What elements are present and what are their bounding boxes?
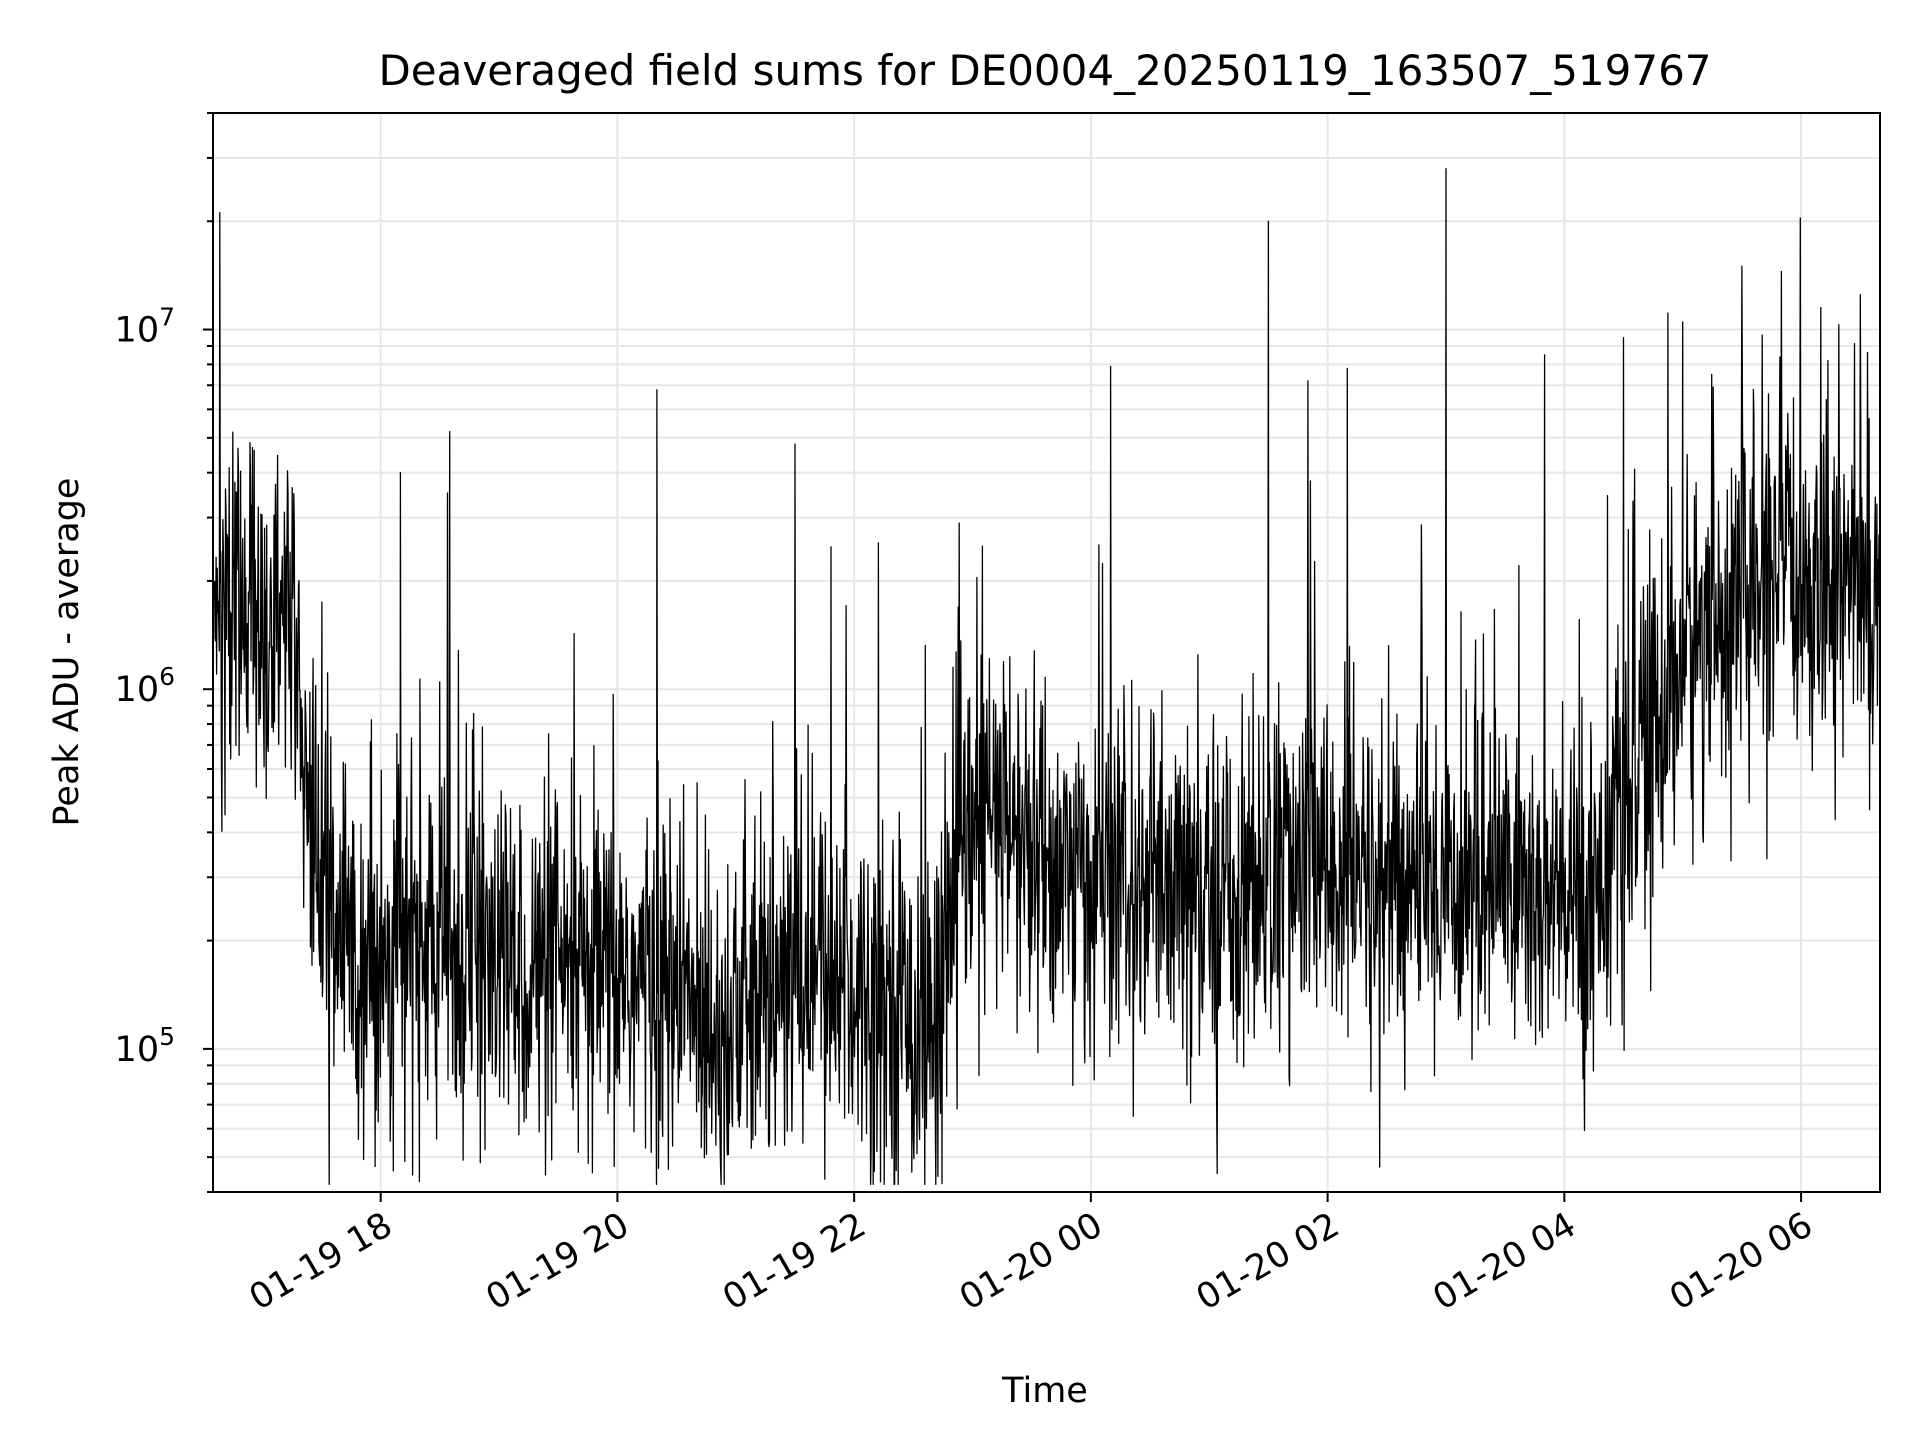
y-tick-base: 10 (115, 670, 160, 710)
y-tick-label: 107 (115, 303, 175, 351)
y-tick-base: 10 (115, 311, 160, 351)
y-tick-exponent: 7 (159, 303, 175, 332)
series-line (212, 168, 1881, 1186)
y-tick-base: 10 (115, 1030, 160, 1070)
y-axis-label: Peak ADU - average (47, 478, 87, 827)
plot-frame (212, 112, 1881, 1193)
data-layer (212, 168, 1881, 1186)
y-tick-exponent: 5 (159, 1022, 175, 1051)
y-tick-label: 106 (115, 662, 175, 710)
chart-title: Deaveraged field sums for DE0004_2025011… (378, 46, 1711, 95)
y-tick-exponent: 6 (159, 662, 175, 691)
x-axis-label: Time (1001, 1371, 1088, 1411)
y-tick-label: 105 (115, 1022, 175, 1070)
axis-ticks (203, 112, 1803, 1202)
